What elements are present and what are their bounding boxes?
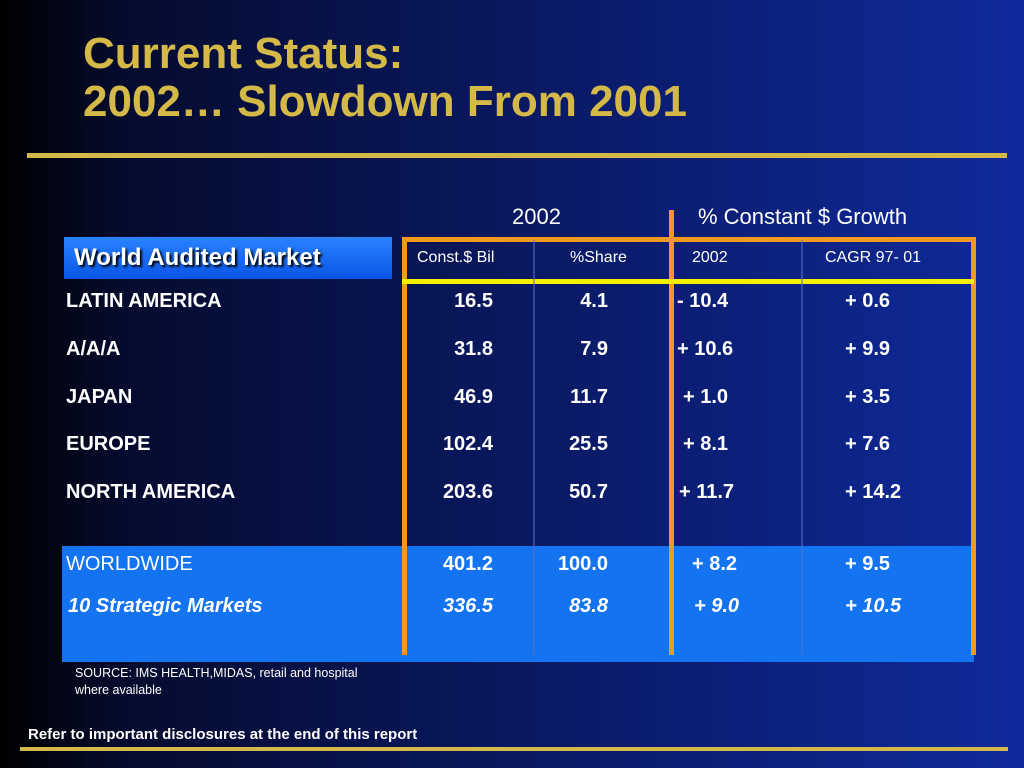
top-divider [27, 153, 1007, 158]
disclosure-note: Refer to important disclosures at the en… [28, 726, 418, 743]
table-row: JAPAN 46.9 11.7 + 1.0 + 3.5 [0, 386, 1024, 416]
title-line-2: 2002… Slowdown From 2001 [83, 77, 687, 126]
subheader-growth-2002: 2002 [692, 249, 728, 266]
cagr-value: + 9.9 [845, 338, 891, 360]
table-row: LATIN AMERICA 16.5 4.1 - 10.4 + 0.6 [0, 290, 1024, 320]
cagr-value: + 3.5 [845, 386, 891, 408]
subheader-cagr: CAGR 97- 01 [825, 249, 922, 266]
world-audited-market-label: World Audited Market [64, 237, 392, 279]
data-frame [402, 237, 976, 655]
slide-title: Current Status: 2002… Slowdown From 2001 [83, 30, 687, 126]
growth-2002-value: + 9.0 [694, 595, 740, 617]
share-value: 25.5 [569, 433, 608, 455]
share-value: 50.7 [569, 481, 608, 503]
const-bil-value: 46.9 [454, 386, 493, 408]
share-value: 11.7 [570, 386, 608, 408]
column-divider [533, 240, 535, 655]
share-value: 7.9 [580, 338, 608, 360]
table-row: NORTH AMERICA 203.6 50.7 + 11.7 + 14.2 [0, 481, 1024, 511]
const-bil-value: 31.8 [454, 338, 493, 360]
header-2002: 2002 [512, 204, 561, 229]
growth-2002-value: + 1.0 [683, 386, 729, 408]
region-name: EUROPE [66, 433, 151, 455]
const-bil-value: 336.5 [442, 595, 493, 617]
cagr-value: + 10.5 [845, 595, 902, 617]
title-line-1: Current Status: [83, 29, 404, 78]
table-row: EUROPE 102.4 25.5 + 8.1 + 7.6 [0, 433, 1024, 463]
source-note: SOURCE: IMS HEALTH,MIDAS, retail and hos… [75, 666, 358, 697]
subheader-const-bil: Const.$ Bil [417, 249, 495, 266]
header-underline [402, 279, 974, 284]
share-value: 4.1 [580, 290, 608, 312]
growth-2002-value: + 11.7 [679, 481, 735, 503]
bottom-divider [20, 747, 1008, 751]
worldwide-row: WORLDWIDE 401.2 100.0 + 8.2 + 9.5 [0, 553, 1024, 583]
share-value: 83.8 [569, 595, 608, 617]
growth-2002-value: + 8.1 [683, 433, 729, 455]
header-growth: % Constant $ Growth [698, 204, 908, 229]
region-name: NORTH AMERICA [66, 481, 236, 503]
const-bil-value: 203.6 [442, 481, 493, 503]
column-divider [801, 240, 803, 655]
cagr-value: + 0.6 [845, 290, 891, 312]
region-name: A/A/A [66, 338, 121, 360]
const-bil-value: 16.5 [454, 290, 493, 312]
region-name: JAPAN [66, 386, 133, 408]
cagr-value: + 7.6 [845, 433, 891, 455]
table-row: A/A/A 31.8 7.9 + 10.6 + 9.9 [0, 338, 1024, 368]
growth-2002-value: - 10.4 [677, 290, 729, 312]
market-label-text: World Audited Market [74, 244, 321, 271]
subheader-share: %Share [570, 249, 627, 266]
region-name: 10 Strategic Markets [68, 595, 263, 617]
cagr-value: + 9.5 [845, 553, 891, 575]
const-bil-value: 102.4 [442, 433, 493, 455]
region-name: LATIN AMERICA [66, 290, 222, 312]
const-bil-value: 401.2 [442, 553, 493, 575]
cagr-value: + 14.2 [845, 481, 902, 503]
growth-2002-value: + 8.2 [692, 553, 738, 575]
share-value: 100.0 [557, 553, 608, 575]
growth-2002-value: + 10.6 [677, 338, 734, 360]
region-name: WORLDWIDE [66, 553, 193, 575]
strategic-markets-row: 10 Strategic Markets 336.5 83.8 + 9.0 + … [0, 595, 1024, 625]
worldwide-highlight-band [62, 546, 974, 662]
growth-divider [669, 210, 674, 655]
